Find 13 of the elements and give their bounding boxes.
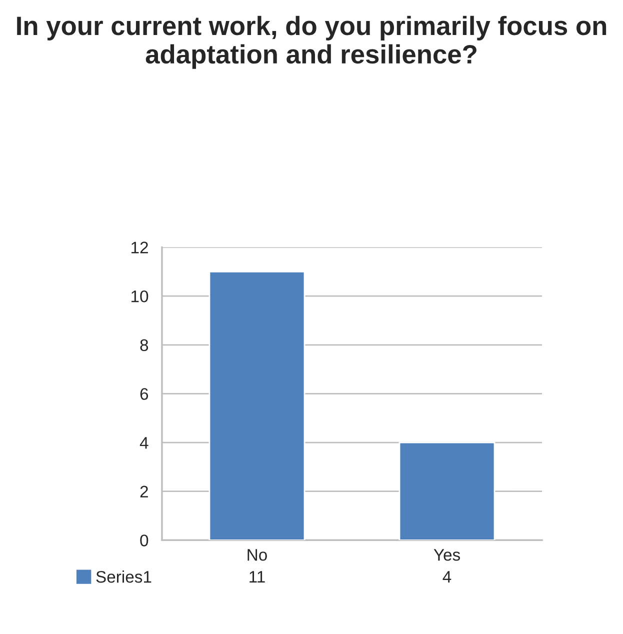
chart-title: In your current work, do you primarily focus on adaptation and resilience? bbox=[17, 16, 606, 69]
y-tick-label: 8 bbox=[140, 339, 148, 352]
y-tick-label: 12 bbox=[132, 242, 148, 254]
data-label: 11 bbox=[250, 571, 265, 583]
y-tick-label: 10 bbox=[132, 290, 148, 302]
x-tick-label: Yes bbox=[434, 549, 460, 561]
legend-label: Series1 bbox=[96, 570, 152, 583]
y-tick-label: 6 bbox=[140, 388, 148, 400]
y-tick-label: 2 bbox=[140, 486, 148, 498]
data-label: 4 bbox=[442, 571, 452, 583]
x-tick-label: No bbox=[248, 549, 267, 561]
y-tick-label: 0 bbox=[140, 534, 148, 546]
y-tick-label: 4 bbox=[140, 437, 148, 449]
